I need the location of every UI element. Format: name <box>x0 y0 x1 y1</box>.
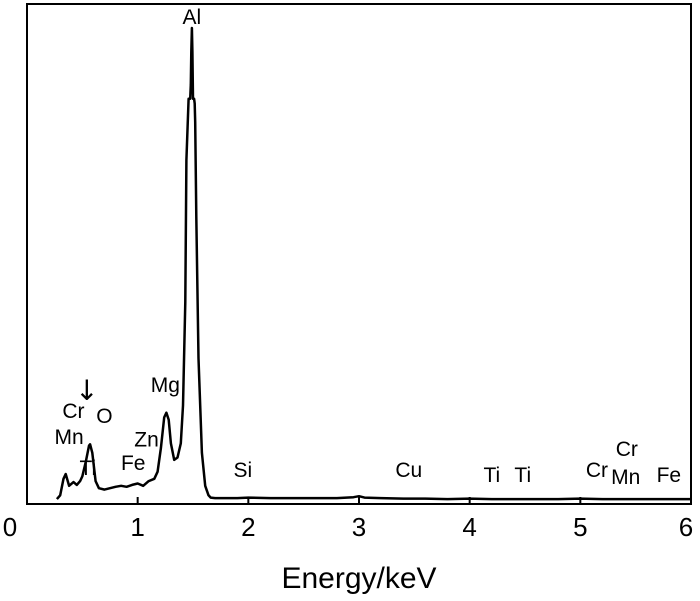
series-line-eds-spectrum <box>55 26 691 501</box>
x-tick-label-2: 2 <box>241 512 255 542</box>
peak-label-zn-5: Zn <box>134 428 159 451</box>
x-tick-label-5: 5 <box>573 512 587 542</box>
peak-label-cr-2: Cr <box>62 400 84 423</box>
x-tick-label-1: 1 <box>130 512 144 542</box>
peak-label-cr-12: Cr <box>586 459 608 482</box>
peak-label-cr-13: Cr <box>616 438 638 461</box>
x-axis-tick-labels: 0 1 2 3 4 5 6 <box>3 512 693 542</box>
peak-label-mn-14: Mn <box>611 466 640 489</box>
x-tick-label-3: 3 <box>352 512 366 542</box>
plot-frame <box>26 3 692 505</box>
peak-label-ti-10: Ti <box>483 464 500 487</box>
x-tick-label-4: 4 <box>462 512 476 542</box>
x-tick-label-6: 6 <box>679 512 693 542</box>
x-tick-label-0: 0 <box>3 512 17 542</box>
peak-label-al-0: Al <box>183 6 202 29</box>
peak-label-ti-11: Ti <box>514 464 531 487</box>
peak-label-fe-15: Fe <box>657 464 682 487</box>
peak-label-si-8: Si <box>233 459 252 482</box>
x-axis-ticks <box>26 497 692 504</box>
peak-label-fe-7: Fe <box>121 452 146 475</box>
peak-label-o-3: O <box>96 405 112 428</box>
peak-label-mn-4: Mn <box>54 426 83 449</box>
peak-label-cu-9: Cu <box>395 459 422 482</box>
peak-label-mg-1: Mg <box>151 374 180 397</box>
peak-label-ti-6: Ti <box>80 457 97 480</box>
down-arrow-icon: ↓ <box>75 374 98 407</box>
x-axis-title: Energy/keV <box>281 562 436 595</box>
